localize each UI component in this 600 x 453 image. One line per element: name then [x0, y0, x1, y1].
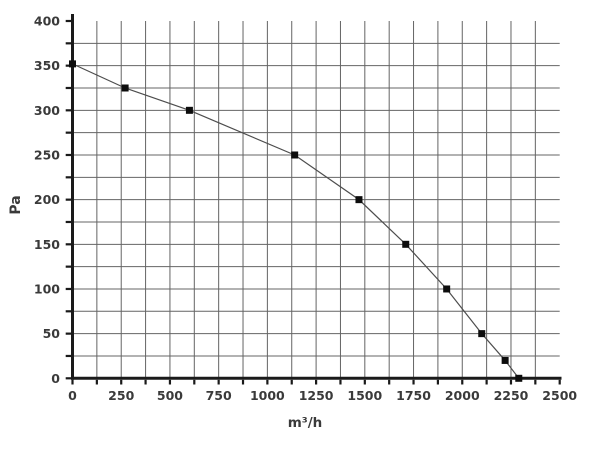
- x-tick-label: 500: [157, 388, 183, 403]
- data-point-marker: [69, 60, 76, 68]
- y-tick-label: 200: [34, 192, 60, 207]
- x-axis-label: m³/h: [287, 415, 323, 431]
- y-tick-label: 0: [51, 371, 60, 386]
- y-tick-label: 350: [34, 58, 60, 73]
- data-point-marker: [355, 196, 363, 204]
- y-tick-label: 250: [34, 147, 60, 162]
- x-tick-label: 1000: [250, 388, 285, 403]
- data-point-marker: [443, 285, 451, 293]
- x-tick-label: 0: [68, 388, 77, 403]
- x-tick-label: 2500: [542, 388, 577, 403]
- data-point-marker: [478, 330, 486, 338]
- x-tick-label: 1750: [396, 388, 431, 403]
- data-point-marker: [501, 356, 509, 364]
- y-tick-label: 150: [34, 237, 60, 252]
- y-axis-label: Pa: [8, 195, 24, 215]
- x-tick-label: 1500: [347, 388, 382, 403]
- x-tick-label: 1250: [299, 388, 334, 403]
- curve-fan-pressure-curve: [69, 60, 523, 382]
- x-tick-labels: 0 250 500 750 1000 1250 1500 1750 2000 2250 2500: [68, 388, 577, 403]
- axes: [71, 14, 562, 380]
- data-point-marker: [185, 106, 193, 114]
- data-point-marker: [291, 151, 299, 159]
- y-tick-label: 50: [43, 326, 61, 341]
- y-tick-label: 400: [34, 14, 60, 29]
- x-tick-label: 250: [108, 388, 134, 403]
- data-point-marker: [121, 84, 129, 92]
- data-point-marker: [515, 374, 523, 382]
- x-tick-label: 2250: [494, 388, 529, 403]
- y-tick-label: 300: [34, 103, 60, 118]
- y-tick-labels: 0 50 100 150 200 250 300 350 400: [34, 14, 60, 386]
- axis-ticks: [65, 19, 561, 385]
- grid-lines: [72, 21, 560, 379]
- x-tick-label: 2000: [445, 388, 480, 403]
- x-tick-label: 750: [206, 388, 232, 403]
- data-point-marker: [402, 240, 410, 248]
- y-tick-label: 100: [34, 281, 60, 296]
